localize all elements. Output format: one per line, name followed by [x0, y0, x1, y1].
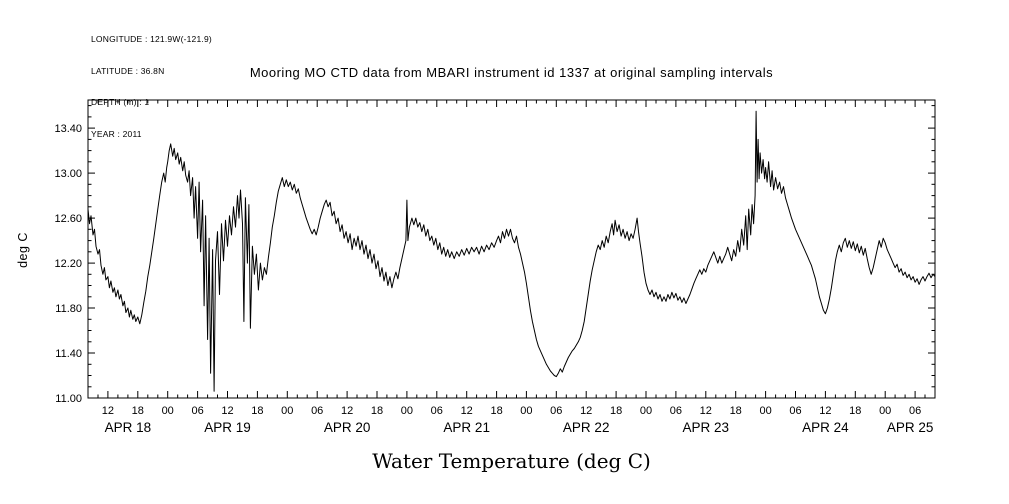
- x-date-label: APR 22: [563, 420, 610, 435]
- x-date-label: APR 18: [105, 420, 152, 435]
- y-tick-label: 12.20: [54, 258, 82, 270]
- metadata-depth: DEPTH (m) : 1: [91, 97, 150, 107]
- y-tick-label: 11.80: [55, 303, 82, 315]
- x-tick-label: 12: [341, 405, 353, 417]
- x-date-label: APR 20: [324, 420, 371, 435]
- x-tick-label: 06: [670, 405, 682, 417]
- x-tick-label: 18: [849, 405, 861, 417]
- metadata-latitude: LATITUDE : 36.8N: [91, 65, 165, 76]
- x-tick-label: 00: [759, 405, 771, 417]
- metadata-year: YEAR : 2011: [91, 128, 142, 139]
- x-tick-label: 06: [550, 405, 562, 417]
- x-tick-label: 00: [879, 405, 891, 417]
- x-tick-label: 06: [311, 405, 323, 417]
- metadata-longitude: LONGITUDE : 121.9W(-121.9): [91, 34, 212, 44]
- x-tick-label: 06: [431, 405, 443, 417]
- x-date-label: APR 21: [443, 420, 490, 435]
- x-date-label: APR 24: [802, 420, 849, 435]
- x-tick-label: 12: [819, 405, 831, 417]
- temperature-line: [87, 110, 936, 392]
- x-tick-label: 00: [281, 405, 293, 417]
- x-tick-label: 00: [520, 405, 532, 417]
- x-tick-label: 18: [610, 405, 622, 417]
- x-tick-label: 12: [221, 405, 233, 417]
- plot-frame: [87, 99, 936, 399]
- x-axis-caption: Water Temperature (deg C): [372, 449, 651, 473]
- x-tick-label: 00: [162, 405, 174, 417]
- x-tick-label: 06: [909, 405, 921, 417]
- y-tick-label: 12.60: [54, 213, 82, 225]
- x-tick-label: 00: [401, 405, 413, 417]
- x-date-label: APR 25: [887, 420, 934, 435]
- y-tick-label: 13.40: [54, 123, 82, 135]
- x-tick-label: 00: [640, 405, 652, 417]
- x-date-label: APR 19: [204, 420, 251, 435]
- x-tick-label: 06: [789, 405, 801, 417]
- x-tick-label: 12: [461, 405, 473, 417]
- x-tick-label: 12: [102, 405, 114, 417]
- y-tick-label: 11.00: [55, 393, 82, 405]
- x-tick-label: 18: [251, 405, 263, 417]
- chart-title: Mooring MO CTD data from MBARI instrumen…: [249, 65, 774, 80]
- x-tick-label: 06: [191, 405, 203, 417]
- x-tick-label: 18: [730, 405, 742, 417]
- x-date-label: APR 23: [683, 420, 730, 435]
- x-tick-label: 18: [490, 405, 502, 417]
- metadata-block: LONGITUDE : 121.9W(-121.9) LATITUDE : 36…: [91, 13, 212, 150]
- x-tick-label: 12: [580, 405, 592, 417]
- y-tick-label: 11.40: [55, 348, 82, 360]
- y-tick-label: 13.00: [54, 168, 82, 180]
- x-tick-label: 12: [700, 405, 712, 417]
- x-tick-label: 18: [132, 405, 144, 417]
- x-tick-label: 18: [371, 405, 383, 417]
